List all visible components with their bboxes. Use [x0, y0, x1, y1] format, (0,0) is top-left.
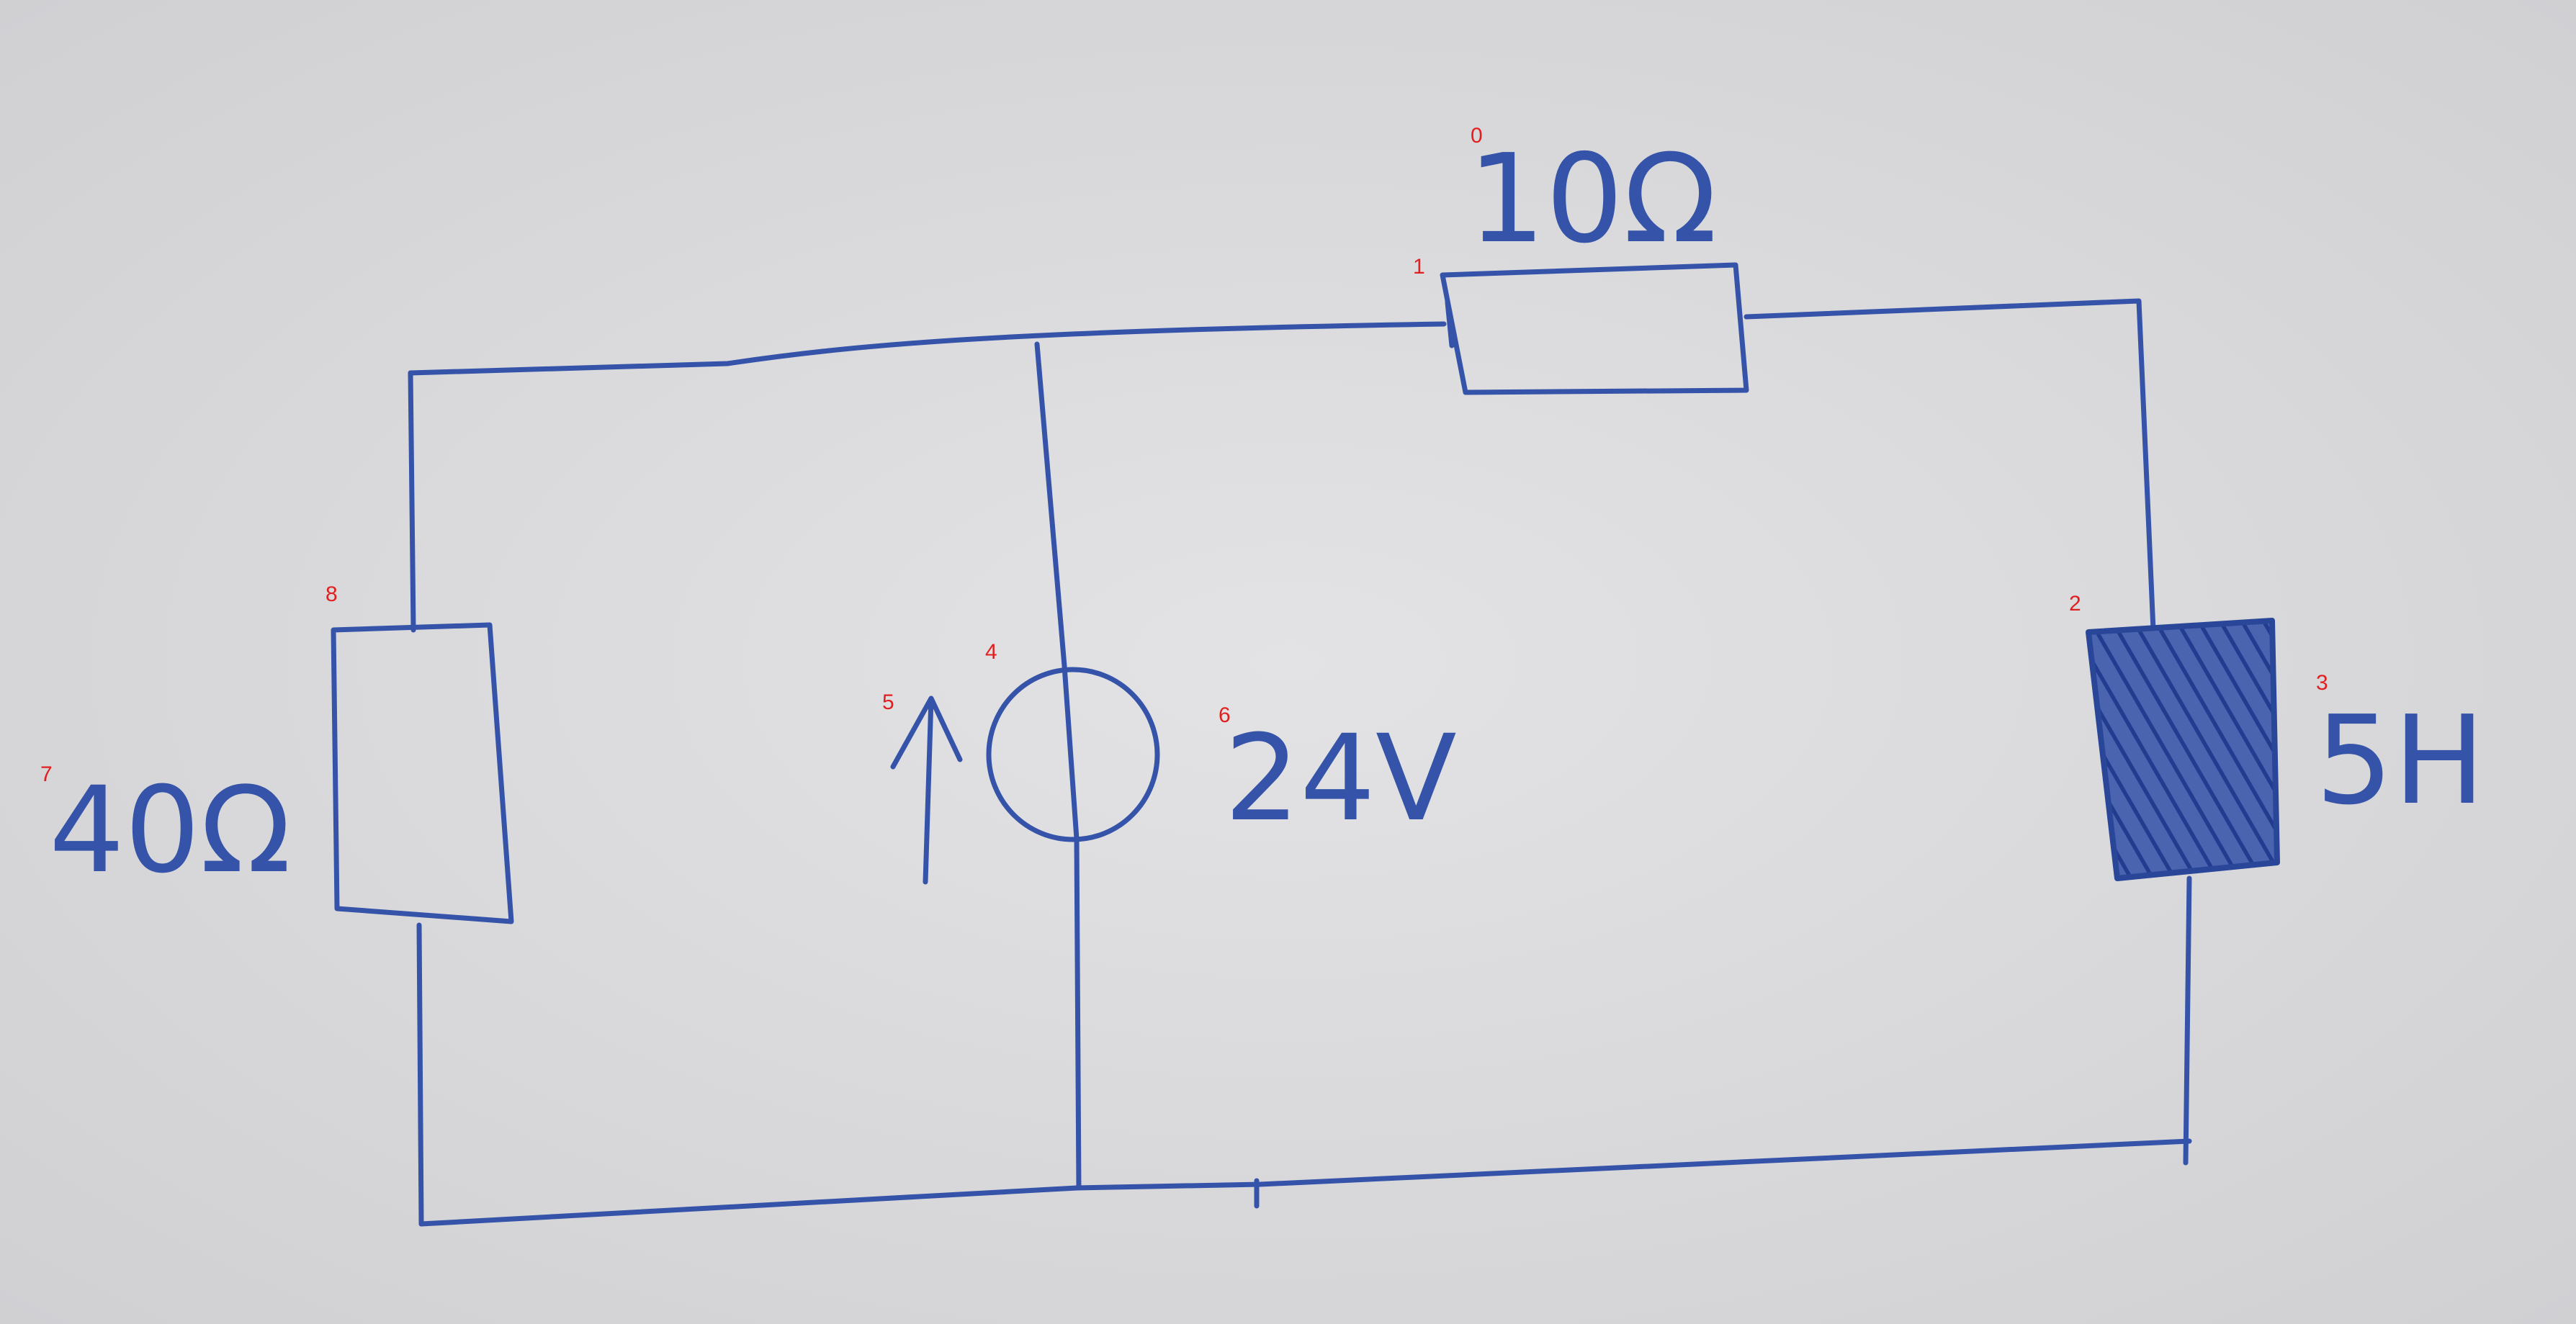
- wire-middle-lower: [1074, 836, 1082, 1191]
- wire-middle-upper: [1034, 341, 1067, 669]
- inductor-right: [2086, 618, 2280, 881]
- component-labels: 10Ω 5H 24V 40Ω: [49, 128, 2485, 899]
- wire-left-lower: [416, 922, 424, 1227]
- marker-8: 8: [326, 582, 338, 606]
- reference-markers: 0 1 2 3 4 5 6 7 8: [40, 124, 2328, 786]
- resistor-left: [331, 622, 514, 924]
- wire-left-upper: [408, 370, 416, 633]
- resistor-top-body: [1440, 262, 1749, 395]
- label-resistor-left: 40Ω: [49, 761, 291, 899]
- resistor-top: [1440, 262, 1749, 395]
- marker-2: 2: [2069, 592, 2081, 616]
- direction-arrow: [890, 695, 963, 885]
- marker-5: 5: [882, 690, 894, 714]
- voltage-source-inner-line: [1062, 663, 1080, 842]
- marker-1: 1: [1413, 255, 1425, 279]
- voltage-source-circle: [986, 667, 1160, 842]
- label-voltage-source: 24V: [1224, 709, 1457, 847]
- marker-6: 6: [1219, 703, 1231, 727]
- wire-top-right: [1743, 298, 2156, 633]
- inductor-right-body: [2086, 618, 2280, 881]
- resistor-left-body: [331, 622, 514, 924]
- marker-4: 4: [985, 640, 997, 664]
- marker-3: 3: [2316, 671, 2328, 695]
- wire-top-left: [408, 321, 1447, 376]
- marker-7: 7: [40, 762, 53, 786]
- wire-bottom: [418, 1138, 2192, 1227]
- resistor-top-lead-tick: [1445, 300, 1455, 348]
- wires: [408, 298, 2192, 1227]
- label-inductor-right: 5H: [2315, 690, 2485, 832]
- voltage-source: [890, 663, 1160, 885]
- wire-right-lower: [2183, 875, 2192, 1166]
- marker-0: 0: [1471, 124, 1483, 148]
- label-resistor-top: 10Ω: [1468, 128, 1717, 271]
